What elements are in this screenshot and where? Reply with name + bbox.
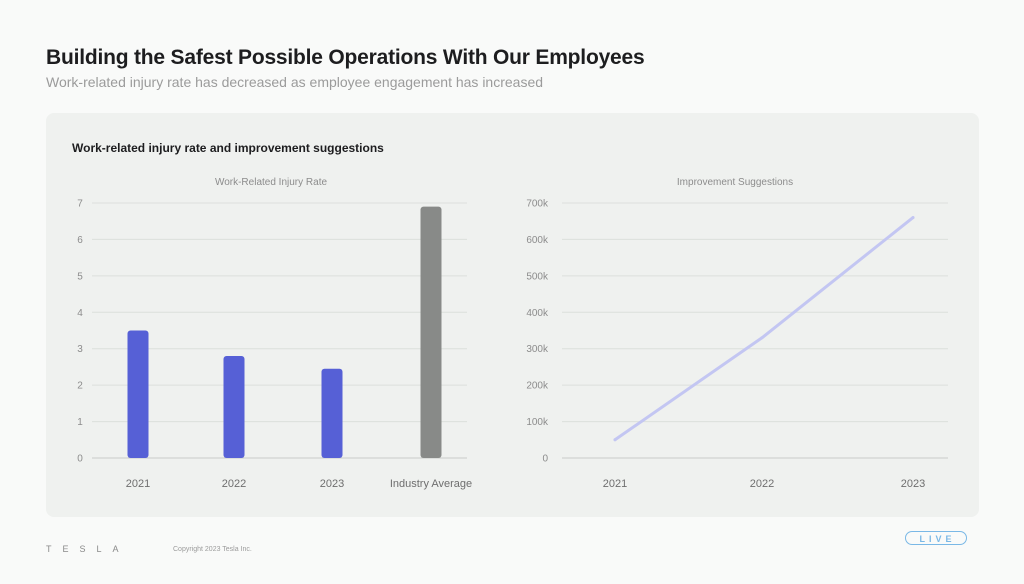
x-tick-label-0-3: Industry Average: [390, 478, 472, 490]
slide-subtitle: Work-related injury rate has decreased a…: [46, 74, 544, 90]
line-point-2022: [760, 336, 764, 340]
copyright-text: Copyright 2023 Tesla Inc.: [173, 546, 252, 553]
y-tick-label-1-6: 600k: [526, 235, 549, 246]
y-tick-label-1-1: 100k: [526, 417, 549, 428]
slide-title: Building the Safest Possible Operations …: [46, 46, 645, 69]
panel-title: Work-related injury rate and improvement…: [72, 141, 384, 155]
line-point-2023: [911, 216, 915, 220]
y-tick-label-0-0: 0: [77, 454, 83, 465]
x-tick-label-1-0: 2021: [603, 478, 627, 490]
bar-2023: [321, 368, 343, 458]
y-tick-label-1-7: 700k: [526, 199, 549, 210]
y-tick-label-1-5: 500k: [526, 271, 549, 282]
y-tick-label-1-2: 200k: [526, 381, 549, 392]
y-tick-label-0-4: 4: [77, 308, 83, 319]
y-tick-label-1-0: 0: [542, 454, 548, 465]
chart-title-0: Work-Related Injury Rate: [215, 177, 328, 188]
x-tick-label-1-1: 2022: [750, 478, 774, 490]
chart-panel: [46, 113, 979, 517]
x-tick-label-0-2: 2023: [320, 478, 344, 490]
y-tick-label-0-3: 3: [77, 344, 83, 355]
y-tick-label-0-6: 6: [77, 235, 83, 246]
x-tick-label-0-1: 2022: [222, 478, 246, 490]
bar-2021: [127, 330, 149, 458]
y-tick-label-1-4: 400k: [526, 308, 549, 319]
bar-2022: [223, 356, 245, 458]
y-tick-label-0-7: 7: [77, 199, 83, 210]
x-tick-label-0-0: 2021: [126, 478, 150, 490]
live-badge: LIVE: [905, 531, 967, 545]
y-tick-label-0-1: 1: [77, 417, 83, 428]
bar-industry-average: [420, 206, 442, 458]
y-tick-label-0-2: 2: [77, 381, 83, 392]
chart-title-1: Improvement Suggestions: [677, 177, 793, 188]
y-tick-label-1-3: 300k: [526, 344, 549, 355]
tesla-wordmark: TESLA: [46, 544, 130, 554]
line-point-2021: [613, 438, 617, 442]
line-series-improvement-suggestions: [613, 216, 915, 442]
x-tick-label-1-2: 2023: [901, 478, 925, 490]
y-tick-label-0-5: 5: [77, 271, 83, 282]
